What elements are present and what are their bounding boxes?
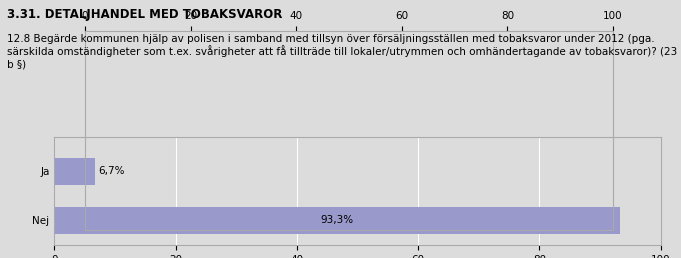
Bar	[85, 160, 577, 209]
Text: 6,7%: 6,7%	[123, 89, 150, 99]
Text: 3.31. DETALJHANDEL MED TOBAKSVAROR: 3.31. DETALJHANDEL MED TOBAKSVAROR	[7, 8, 282, 21]
Text: 93,3%: 93,3%	[315, 180, 348, 189]
Text: 12.8 Begärde kommunen hjälp av polisen i samband med tillsyn över försäljningsst: 12.8 Begärde kommunen hjälp av polisen i…	[7, 34, 677, 69]
Bar	[85, 69, 121, 119]
